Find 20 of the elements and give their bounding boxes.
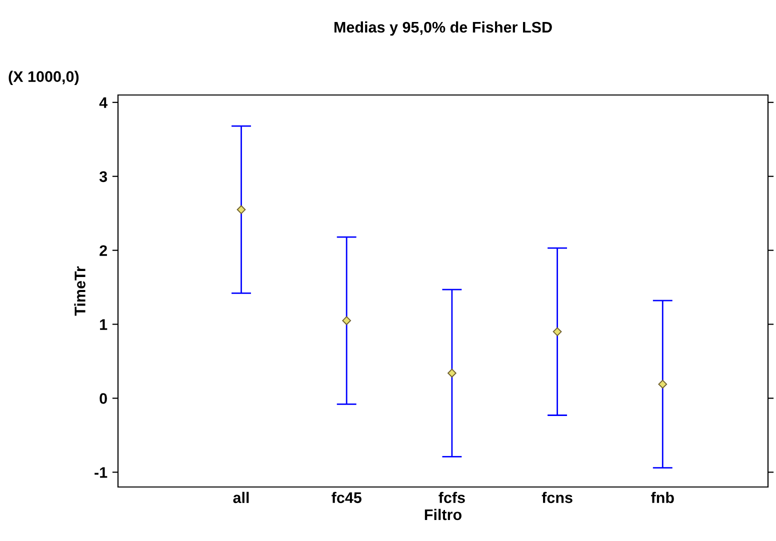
y-tick-label: 1: [100, 319, 108, 330]
text: (X 1000,0): [8, 70, 79, 85]
y-tick-label: 2: [100, 245, 107, 256]
x-tick-label: fcfs: [438, 492, 465, 504]
point: [236, 205, 246, 214]
y-axis-title: TimeTr: [74, 266, 86, 316]
x-axis-title: Filtro: [424, 508, 462, 520]
y-tick-label: 0: [100, 393, 107, 404]
y-tick-label: 4: [99, 97, 108, 108]
point: [448, 368, 456, 378]
y-tick-label: -1: [94, 467, 108, 478]
x-tick-label: fcns: [542, 492, 572, 504]
x-tick-label: all: [233, 492, 249, 504]
point: [342, 316, 352, 325]
x-tick-label: fnb: [651, 492, 674, 504]
point: [552, 327, 562, 336]
point: [658, 380, 668, 389]
chart-title: Medias y 95,0% de Fisher LSD: [334, 21, 552, 36]
x-tick-label: fc45: [332, 492, 362, 504]
y-tick-label: 3: [99, 171, 108, 182]
